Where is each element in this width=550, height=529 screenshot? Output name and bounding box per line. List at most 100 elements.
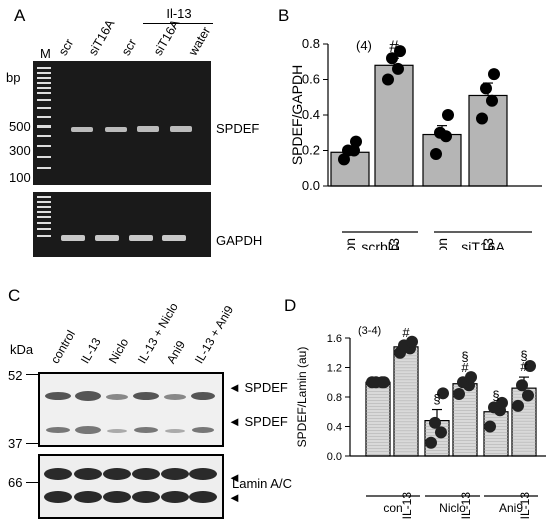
x-category-label: IL-13 [400, 492, 414, 520]
x-category-label: con [342, 238, 358, 250]
lane-label-c: IL-13 + Ani9 [191, 303, 237, 366]
y-axis-label: SPDEF/Lamin (au) [295, 347, 309, 448]
bar [374, 64, 414, 187]
band-arrow-lamin-2: ◄ [228, 490, 241, 505]
significance-mark: # [461, 360, 469, 375]
data-point [465, 371, 477, 384]
x-category-label: IL-13 [480, 238, 496, 250]
y-tick-label: 0.4 [327, 422, 342, 434]
lane-label-a: scr [55, 36, 77, 58]
bar [468, 94, 508, 187]
marker-tick [26, 443, 38, 444]
y-tick-label: 0.2 [302, 143, 320, 158]
significance-mark: § [492, 388, 499, 403]
data-point [496, 396, 508, 409]
band-label-lamin-text: Lamin A/C [232, 476, 292, 491]
significance-mark: § [520, 348, 527, 363]
band-label-spdef-1: ◄ SPDEF [228, 380, 288, 395]
data-point [442, 109, 454, 121]
x-category-label: IL-13 [518, 492, 532, 520]
data-point [437, 387, 449, 400]
marker-37: 37 [8, 436, 23, 451]
marker-52: 52 [8, 368, 23, 383]
data-point [476, 112, 488, 125]
blot-lamin [38, 454, 224, 519]
group-label: scrbld [361, 239, 398, 250]
band-label-gapdh: GAPDH [216, 233, 263, 248]
data-point [392, 62, 404, 75]
kda-label: kDa [10, 342, 34, 357]
chart-d: 0.0 0.4 0.8 1.2 1.6 SPDEF/Lamin (au) (3-4) # IL-… [295, 325, 546, 520]
ladder-tick-100: 100 [9, 170, 31, 185]
n-label: (4) [356, 38, 372, 53]
data-point [429, 416, 441, 429]
marker-tick [26, 374, 38, 375]
marker-tick [26, 482, 38, 483]
significance-mark: # [520, 359, 528, 374]
data-point [480, 82, 492, 95]
lane-label-c: Ani9 [163, 338, 189, 366]
data-point [516, 379, 528, 392]
y-tick-label: 1.2 [327, 363, 342, 375]
n-label: (3-4) [358, 325, 381, 337]
y-tick-label: 0.0 [302, 178, 320, 193]
y-tick-label: 0.4 [302, 107, 320, 122]
data-point [488, 68, 500, 81]
group-label: siT16A [461, 239, 505, 250]
panel-label-d: D [284, 296, 297, 315]
x-category-label: IL-13 [386, 238, 402, 250]
data-point [522, 389, 534, 402]
band-label-spdef: SPDEF [216, 121, 260, 136]
data-point [386, 52, 398, 65]
lane-label-m: M [40, 46, 51, 61]
data-point [434, 126, 446, 139]
data-point [435, 426, 447, 439]
y-tick-label: 1.6 [327, 333, 342, 345]
data-point [453, 388, 465, 401]
data-point [378, 376, 390, 389]
treatment-label: Il-13 [166, 6, 192, 21]
ladder-tick-500: 500 [9, 119, 31, 134]
data-point [486, 94, 498, 107]
lane-label-a: siT16A [85, 17, 118, 59]
lane-label-c: control [47, 327, 79, 366]
x-category-label: IL-13 [459, 492, 473, 520]
data-point [524, 360, 536, 373]
panel-label-c: C [8, 286, 21, 305]
significance-mark: § [461, 349, 468, 364]
ladder-tick-300: 300 [9, 143, 31, 158]
data-point [425, 436, 437, 449]
data-point [484, 420, 496, 433]
lane-label-c: IL-13 [77, 335, 104, 366]
bar [422, 133, 462, 187]
data-point [394, 45, 406, 58]
significance-mark: § [433, 392, 440, 407]
data-point [382, 73, 394, 86]
band-label-spdef-2: ◄ SPDEF [228, 414, 288, 429]
y-tick-label: 0.8 [302, 36, 320, 51]
group-label: Ani9 [499, 501, 523, 515]
data-point [342, 144, 354, 157]
blot-spdef [38, 372, 224, 447]
bar [330, 151, 370, 187]
gel-spdef [33, 61, 211, 185]
bar [365, 381, 391, 457]
band-label-lamin: ◄ [228, 470, 241, 485]
y-tick-label: 0.0 [327, 451, 342, 463]
bp-label: bp [6, 70, 21, 85]
significance-mark: # [389, 37, 399, 56]
x-category-label: con [434, 238, 450, 250]
y-tick-label: 0.8 [327, 392, 342, 404]
panel-label-a: A [14, 6, 26, 25]
data-point [350, 135, 362, 148]
chart-b: 0.0 0.2 0.4 0.6 0.8 SPDEF/GAPDH (4) con # IL-13 co… [289, 36, 542, 250]
gel-gapdh [33, 192, 211, 257]
treatment-bracket [143, 23, 213, 24]
data-point [406, 335, 418, 348]
significance-mark: # [402, 325, 410, 340]
lane-label-c: Niclo [105, 335, 132, 366]
panel-label-b: B [278, 6, 290, 25]
data-point [512, 399, 524, 412]
y-axis-label: SPDEF/GAPDH [289, 65, 305, 165]
bar [483, 411, 509, 457]
